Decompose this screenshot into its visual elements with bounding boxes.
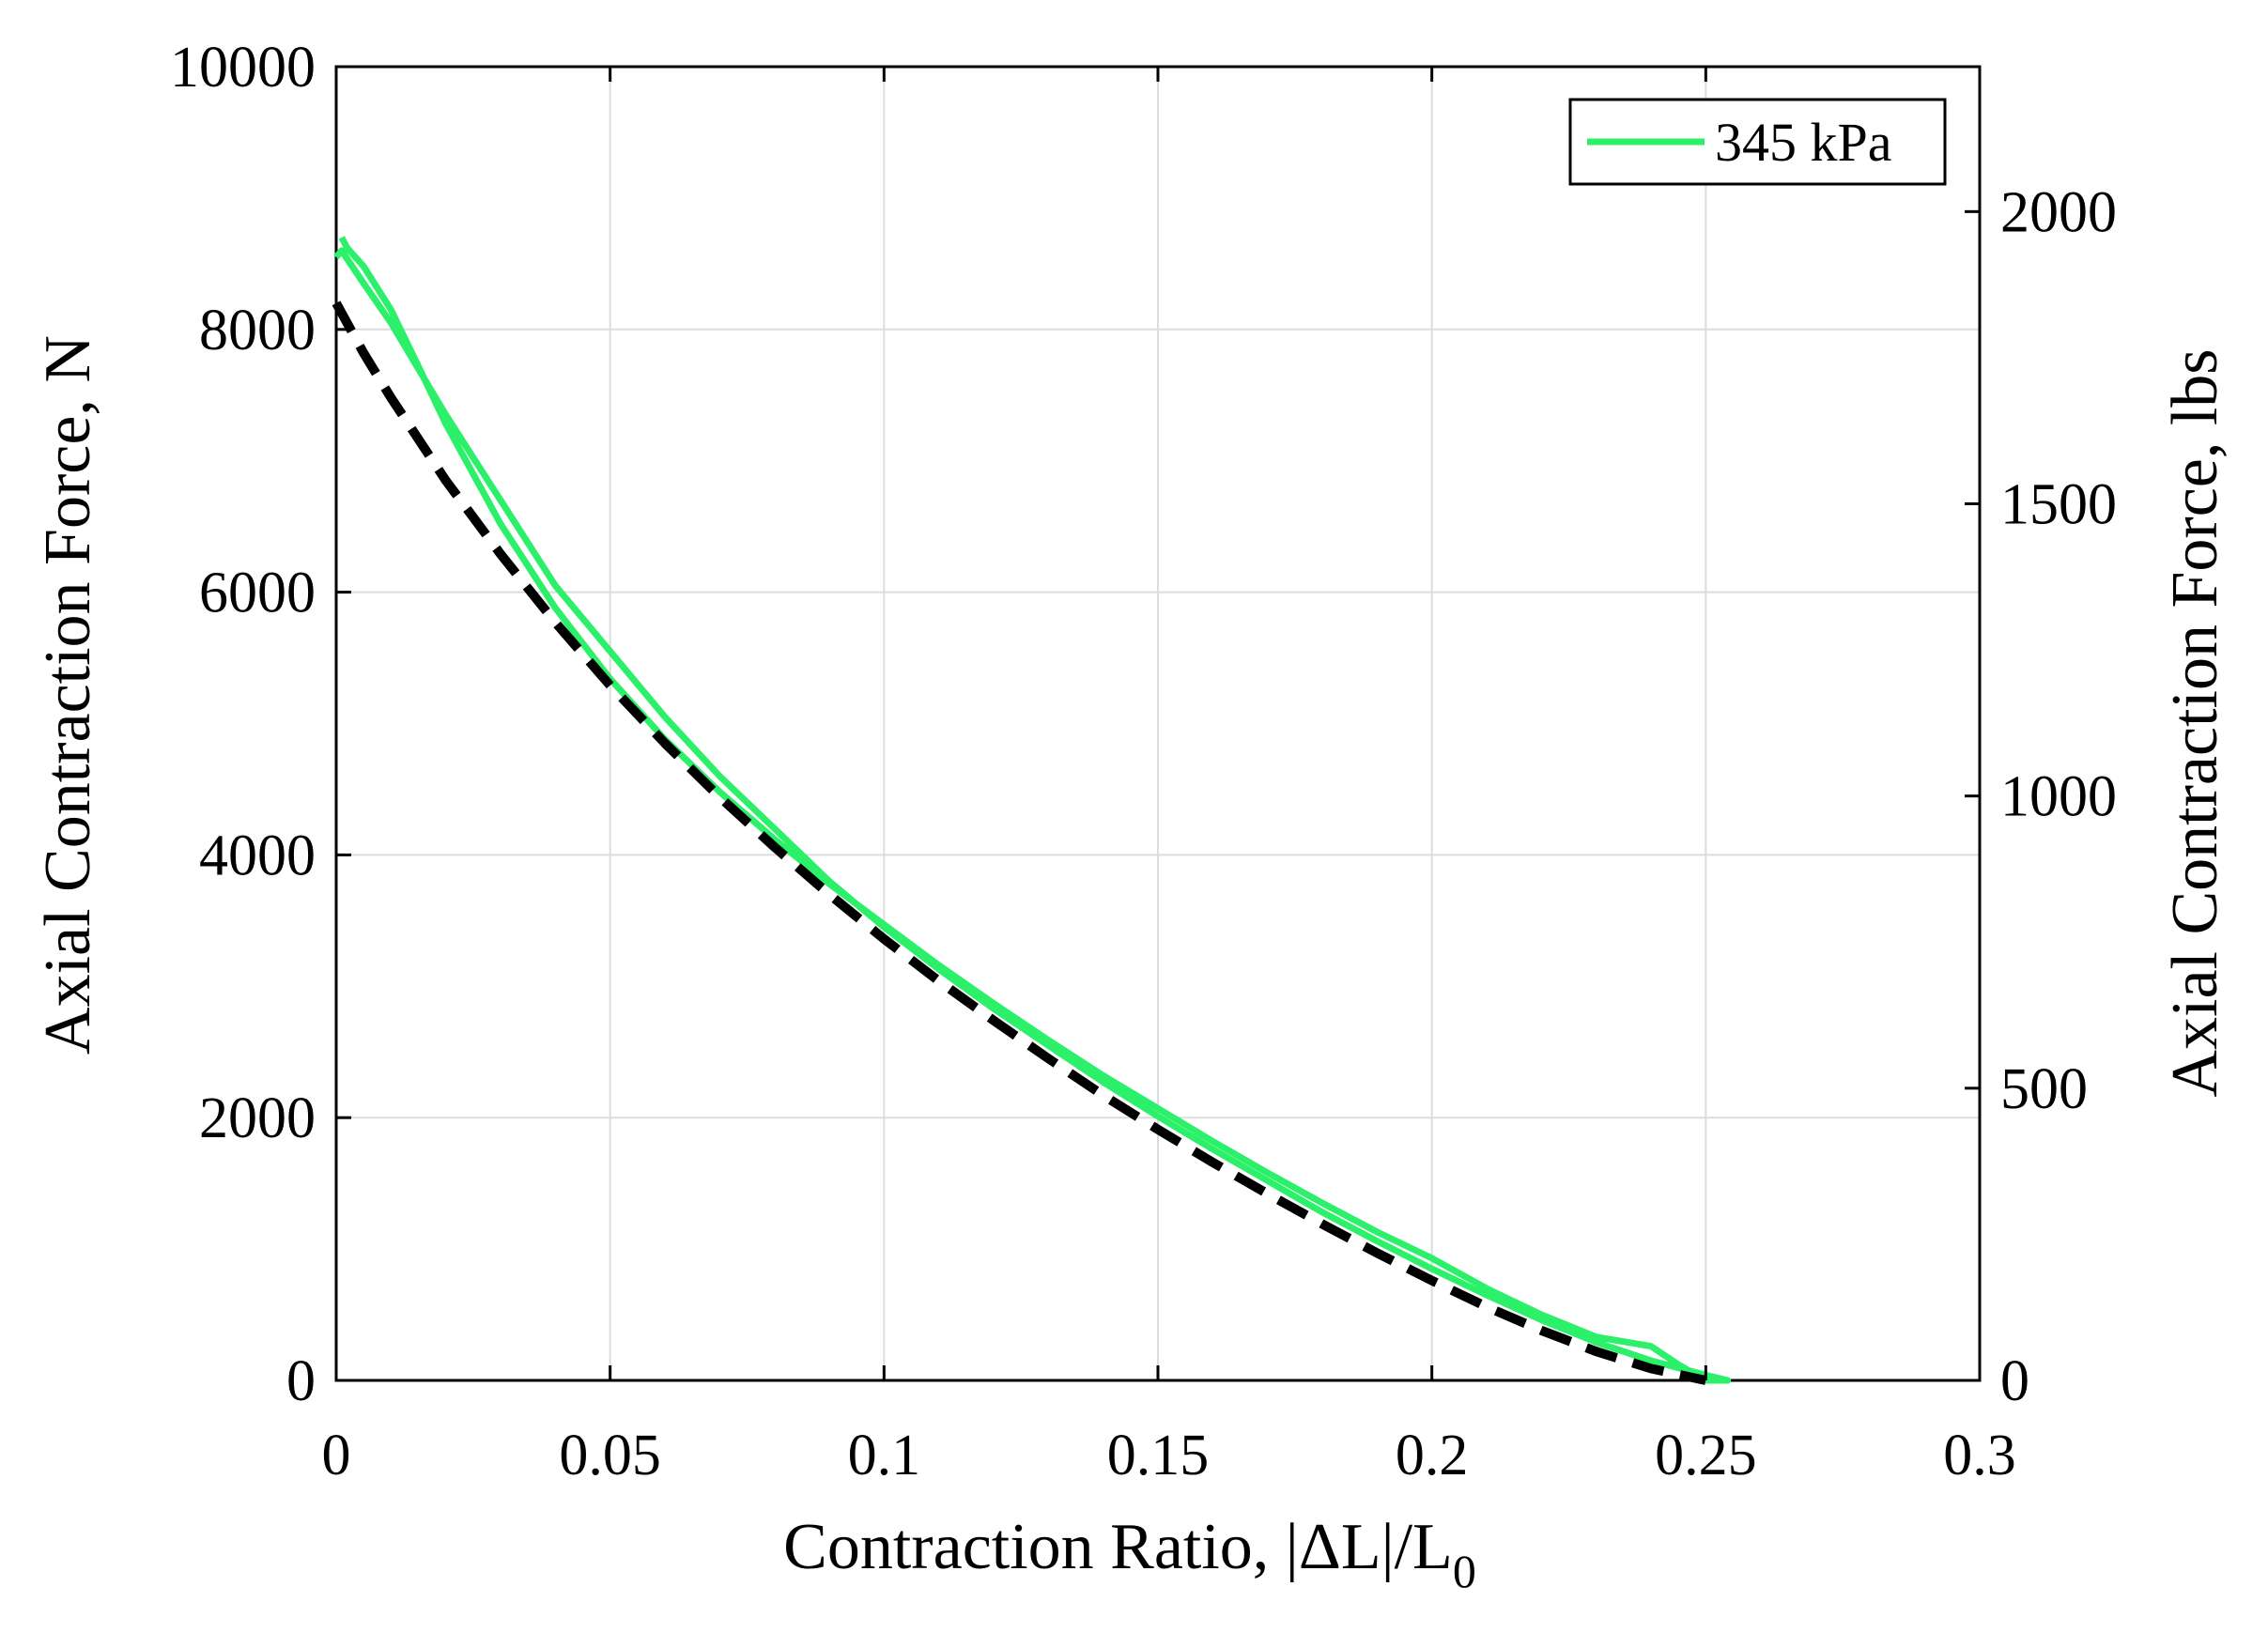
x-axis-label-subscript: 0 [1453,1545,1476,1597]
x-axis-ticks: 0 0.05 0.1 0.15 0.2 0.25 0.3 [322,67,2016,1487]
x-tick-label-0.05: 0.05 [559,1424,661,1487]
x-tick-label-0.1: 0.1 [848,1424,921,1487]
x-tick-label-0: 0 [322,1424,351,1487]
y-right-tick-label-1000: 1000 [2000,765,2117,829]
x-tick-label-0.3: 0.3 [1943,1424,2016,1487]
y-axis-right-ticks: 0 500 1000 1500 2000 [1965,180,2117,1413]
y-tick-label-2000: 2000 [199,1086,316,1150]
series-layer [332,236,1732,1385]
legend-label-345-kpa: 345 kPa [1715,112,1892,173]
x-tick-label-0.2: 0.2 [1396,1424,1469,1487]
y-tick-label-6000: 6000 [199,562,316,625]
x-tick-label-0.25: 0.25 [1655,1424,1757,1487]
y-axis-right-label: Axial Contraction Force, lbs [2159,348,2231,1097]
y-tick-label-10000: 10000 [170,36,316,100]
x-axis-label-main: Contraction Ratio, |ΔL|/L [783,1511,1453,1583]
legend: 345 kPa [1568,98,1947,186]
y-axis-left-label: Axial Contraction Force, N [32,335,104,1055]
y-tick-label-8000: 8000 [199,299,316,362]
y-right-tick-label-2000: 2000 [2000,180,2117,244]
x-tick-label-0.15: 0.15 [1107,1424,1210,1487]
y-tick-label-0: 0 [286,1349,316,1413]
y-right-tick-label-500: 500 [2000,1057,2088,1121]
y-axis-left-ticks: 0 2000 4000 6000 8000 10000 [170,36,351,1413]
x-axis-label: Contraction Ratio, |ΔL|/L0 [783,1511,1476,1597]
y-right-tick-label-0: 0 [2000,1349,2029,1413]
y-tick-label-4000: 4000 [199,824,316,887]
y-right-tick-label-1500: 1500 [2000,473,2117,537]
series-line-model-fit [332,300,1707,1385]
